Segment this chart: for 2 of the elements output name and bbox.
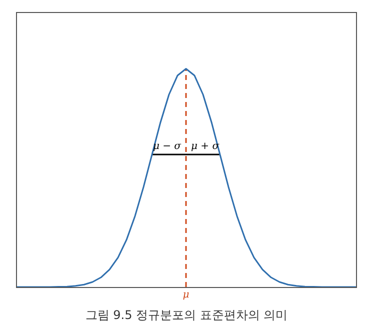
- text: 그림 9.5 정규분포의 표준편차의 의미: [84, 307, 289, 324]
- text: μ: [182, 290, 190, 301]
